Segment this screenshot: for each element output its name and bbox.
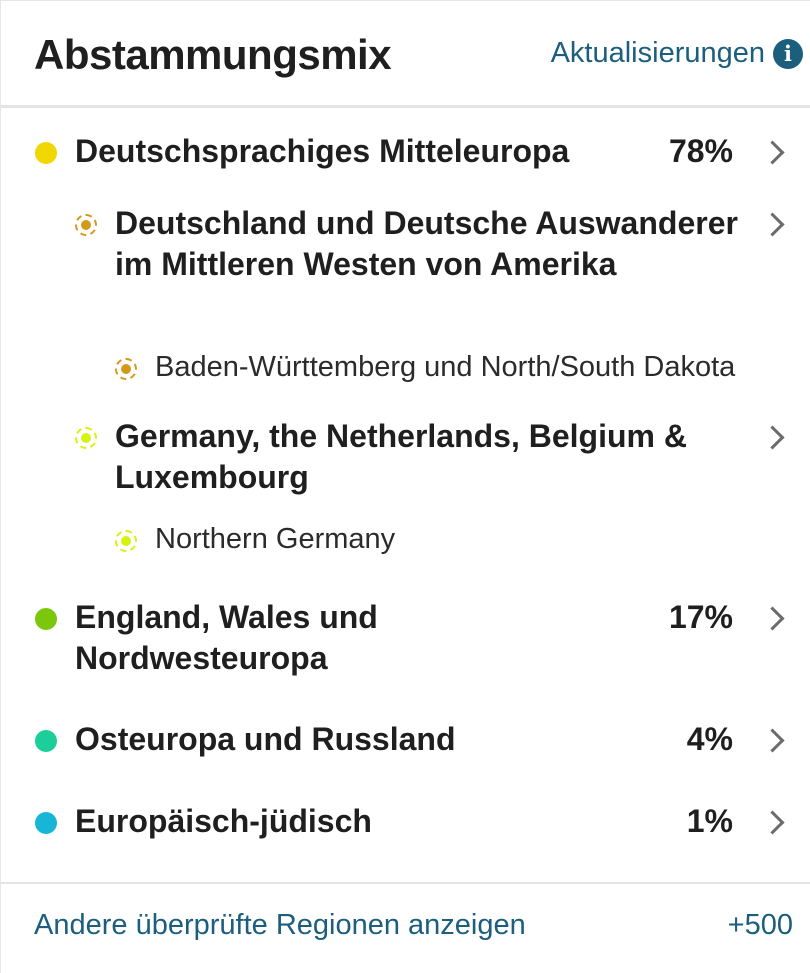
- region-percent: 1%: [686, 803, 733, 839]
- chevron-right-icon: [760, 140, 785, 165]
- region-percent: 78%: [668, 133, 733, 169]
- subcommunity-color-ring: [115, 530, 137, 552]
- card-header: Abstammungsmix Aktualisierungen i: [1, 1, 810, 107]
- community-row-germany-midwest[interactable]: Deutschland und Deutsche Auswanderer im …: [1, 203, 810, 328]
- community-label: Germany, the Netherlands, Belgium & Luxe…: [115, 418, 687, 495]
- region-color-dot: [35, 730, 57, 752]
- chevron-right-icon: [760, 810, 785, 835]
- region-label: Europäisch-jüdisch: [75, 803, 372, 839]
- region-label: Osteuropa und Russland: [75, 721, 456, 757]
- chevron-right-icon: [760, 606, 785, 631]
- info-icon: i: [773, 38, 803, 69]
- other-regions-count: +500: [727, 909, 793, 941]
- other-regions-link[interactable]: Andere überprüfte Regionen anzeigen: [34, 909, 526, 941]
- community-label: Deutschland und Deutsche Auswanderer im …: [115, 205, 738, 282]
- updates-link[interactable]: Aktualisierungen i: [551, 37, 803, 70]
- region-row-jewish[interactable]: Europäisch-jüdisch 1%: [1, 801, 810, 851]
- region-percent: 17%: [668, 599, 733, 635]
- subcommunity-label: Northern Germany: [155, 523, 396, 555]
- subcommunity-color-ring: [115, 358, 137, 380]
- subcommunity-row-northern-germany: Northern Germany: [1, 521, 810, 561]
- subcommunity-label: Baden-Württemberg und North/South Dakota: [155, 351, 736, 383]
- footer-divider: [1, 882, 810, 884]
- region-row-eastern-europe[interactable]: Osteuropa und Russland 4%: [1, 719, 810, 769]
- region-color-dot: [35, 142, 57, 164]
- region-label: England, Wales und Nordwesteuropa: [75, 599, 378, 676]
- community-color-ring: [75, 427, 97, 449]
- region-percent: 4%: [686, 721, 733, 757]
- region-color-dot: [35, 608, 57, 630]
- chevron-right-icon: [760, 212, 785, 237]
- subcommunity-row-baden: Baden-Württemberg und North/South Dakota: [1, 349, 810, 389]
- region-row-england-wales[interactable]: England, Wales und Nordwesteuropa 17%: [1, 597, 810, 681]
- updates-label: Aktualisierungen: [550, 37, 765, 69]
- chevron-right-icon: [760, 425, 785, 450]
- header-divider: [1, 105, 810, 108]
- card-title: Abstammungsmix: [34, 31, 392, 78]
- chevron-right-icon: [760, 728, 785, 753]
- region-label: Deutschsprachiges Mitteleuropa: [75, 133, 570, 169]
- community-row-germany-benelux[interactable]: Germany, the Netherlands, Belgium & Luxe…: [1, 416, 810, 500]
- community-color-ring: [75, 214, 97, 236]
- region-row-central-europe[interactable]: Deutschsprachiges Mitteleuropa 78%: [1, 131, 810, 181]
- region-color-dot: [35, 812, 57, 834]
